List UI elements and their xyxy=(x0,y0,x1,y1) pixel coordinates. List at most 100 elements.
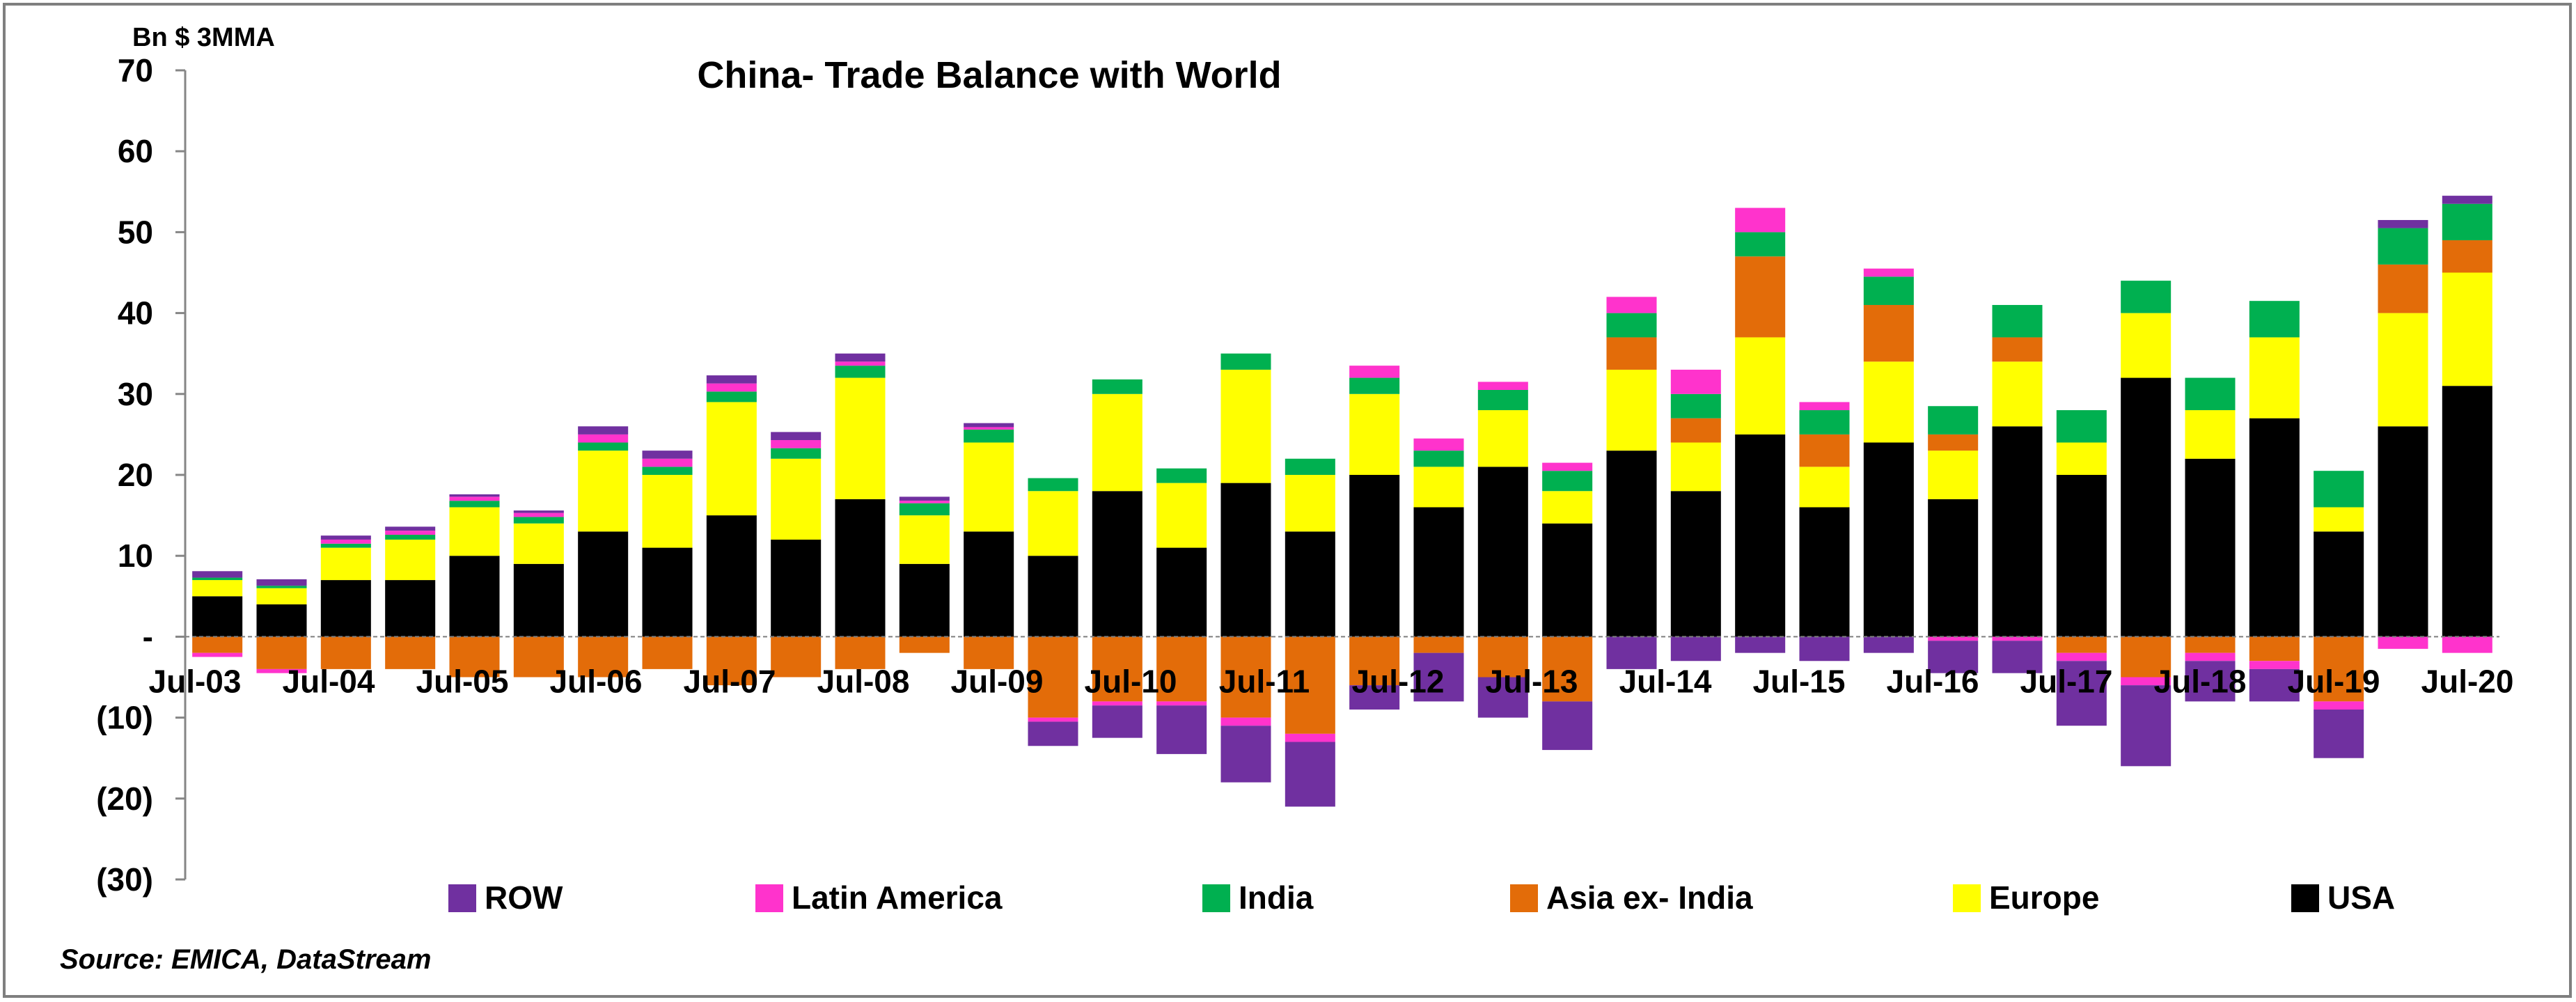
bar-stack xyxy=(1156,468,1207,754)
bar-segment xyxy=(642,451,693,459)
bar-segment xyxy=(2314,531,2364,637)
bar-segment xyxy=(578,636,629,678)
legend-swatch xyxy=(755,884,783,912)
x-tick-label: Jul-12 xyxy=(1352,663,1445,699)
bar-stack xyxy=(1670,369,1721,662)
bar-segment xyxy=(385,534,436,540)
bar-segment xyxy=(449,496,500,501)
legend-item: USA xyxy=(2291,879,2395,916)
chart-frame: 70 60 50 40 30 20 10 - (10) (20) (30) Jul-03 Jul-04… xyxy=(3,3,2572,998)
bar-segment xyxy=(1542,471,1593,492)
legend-item: ROW xyxy=(448,879,563,916)
bar-stack xyxy=(771,432,822,678)
x-tick-label: Jul-07 xyxy=(684,663,776,699)
bar-segment xyxy=(771,432,822,441)
bar-segment xyxy=(256,586,307,588)
bar-stack xyxy=(385,526,436,669)
legend-item: Europe xyxy=(1953,879,2099,916)
bar-segment xyxy=(771,458,822,540)
bar-segment xyxy=(899,515,950,564)
bar-segment xyxy=(2185,458,2236,637)
bar-segment xyxy=(964,423,1014,428)
bar-segment xyxy=(2056,652,2107,662)
bar-segment xyxy=(449,501,500,508)
bar-segment xyxy=(192,652,243,657)
bar-segment xyxy=(1285,475,1335,532)
bar-segment xyxy=(1799,467,1850,508)
bar-segment xyxy=(256,604,307,637)
bar-segment xyxy=(578,531,629,637)
bar-segment xyxy=(1092,636,1142,702)
legend-swatch xyxy=(1202,884,1230,912)
bar-stack xyxy=(513,510,564,678)
source-note: Source: EMICA, DataStream xyxy=(60,944,432,975)
bar-stack xyxy=(2185,377,2236,702)
bar-segment xyxy=(2378,264,2428,313)
bar-segment xyxy=(2314,471,2364,508)
bar-segment xyxy=(1670,418,1721,443)
legend-item: Asia ex- India xyxy=(1510,879,1753,916)
bar-segment xyxy=(1992,304,2043,338)
bar-segment xyxy=(2249,661,2300,669)
bar-segment xyxy=(2056,661,2107,726)
bar-segment xyxy=(513,512,564,517)
bar-segment xyxy=(642,475,693,548)
bar-segment xyxy=(578,434,629,443)
bar-stack xyxy=(2378,219,2428,649)
bar-segment xyxy=(1092,701,1142,706)
legend-label: India xyxy=(1239,879,1314,916)
legend-label: USA xyxy=(2327,879,2395,916)
bar-segment xyxy=(192,636,243,653)
bar-stack xyxy=(835,353,886,669)
bar-segment xyxy=(1606,451,1657,637)
bar-segment xyxy=(1735,337,1786,435)
legend-swatch xyxy=(1953,884,1981,912)
bar-segment xyxy=(771,440,822,448)
bar-segment xyxy=(1542,636,1593,702)
chart-title: China- Trade Balance with World xyxy=(697,54,1281,96)
bar-stack xyxy=(1863,268,1914,653)
bar-segment xyxy=(706,383,757,392)
bar-segment xyxy=(1928,451,1979,499)
bar-segment xyxy=(1992,426,2043,637)
bar-segment xyxy=(1863,268,1914,277)
bar-segment xyxy=(1670,393,1721,418)
bar-segment xyxy=(2121,313,2171,378)
bar-segment xyxy=(642,547,693,637)
bar-segment xyxy=(1477,636,1528,678)
bar-segment xyxy=(2442,240,2492,273)
bar-segment xyxy=(385,636,436,669)
bar-segment xyxy=(1156,705,1207,754)
bar-segment xyxy=(1606,313,1657,338)
bar-segment xyxy=(2121,677,2171,686)
bar-segment xyxy=(1092,393,1142,492)
bar-stack xyxy=(2056,410,2107,726)
bar-segment xyxy=(449,556,500,637)
bar-segment xyxy=(1799,402,1850,411)
bar-segment xyxy=(1863,304,1914,362)
y-tick-label: 40 xyxy=(118,295,153,331)
bar-segment xyxy=(2185,636,2236,653)
bar-segment xyxy=(1413,451,1464,467)
bar-segment xyxy=(1413,467,1464,508)
bar-segment xyxy=(1028,721,1078,746)
bar-segment xyxy=(192,596,243,637)
y-tick-label: 70 xyxy=(118,52,153,88)
bar-segment xyxy=(2314,709,2364,758)
bar-segment xyxy=(513,510,564,513)
bar-segment xyxy=(1028,556,1078,637)
y-tick-label: 50 xyxy=(118,214,153,250)
x-ticks-layer: Jul-03 Jul-04 Jul-05 Jul-06 Jul-07 Jul-08 Jul-… xyxy=(149,663,2514,699)
bar-segment xyxy=(256,636,307,669)
bar-segment xyxy=(2121,685,2171,767)
bar-segment xyxy=(2249,301,2300,338)
x-tick-label: Jul-17 xyxy=(2020,663,2113,699)
bar-stack xyxy=(706,375,757,686)
bar-segment xyxy=(385,539,436,581)
bar-stack xyxy=(1928,406,1979,673)
bar-stack xyxy=(1349,366,1400,710)
bar-segment xyxy=(2314,507,2364,532)
legend-item: Latin America xyxy=(755,879,1003,916)
x-tick-label: Jul-18 xyxy=(2154,663,2247,699)
bar-segment xyxy=(835,636,886,669)
